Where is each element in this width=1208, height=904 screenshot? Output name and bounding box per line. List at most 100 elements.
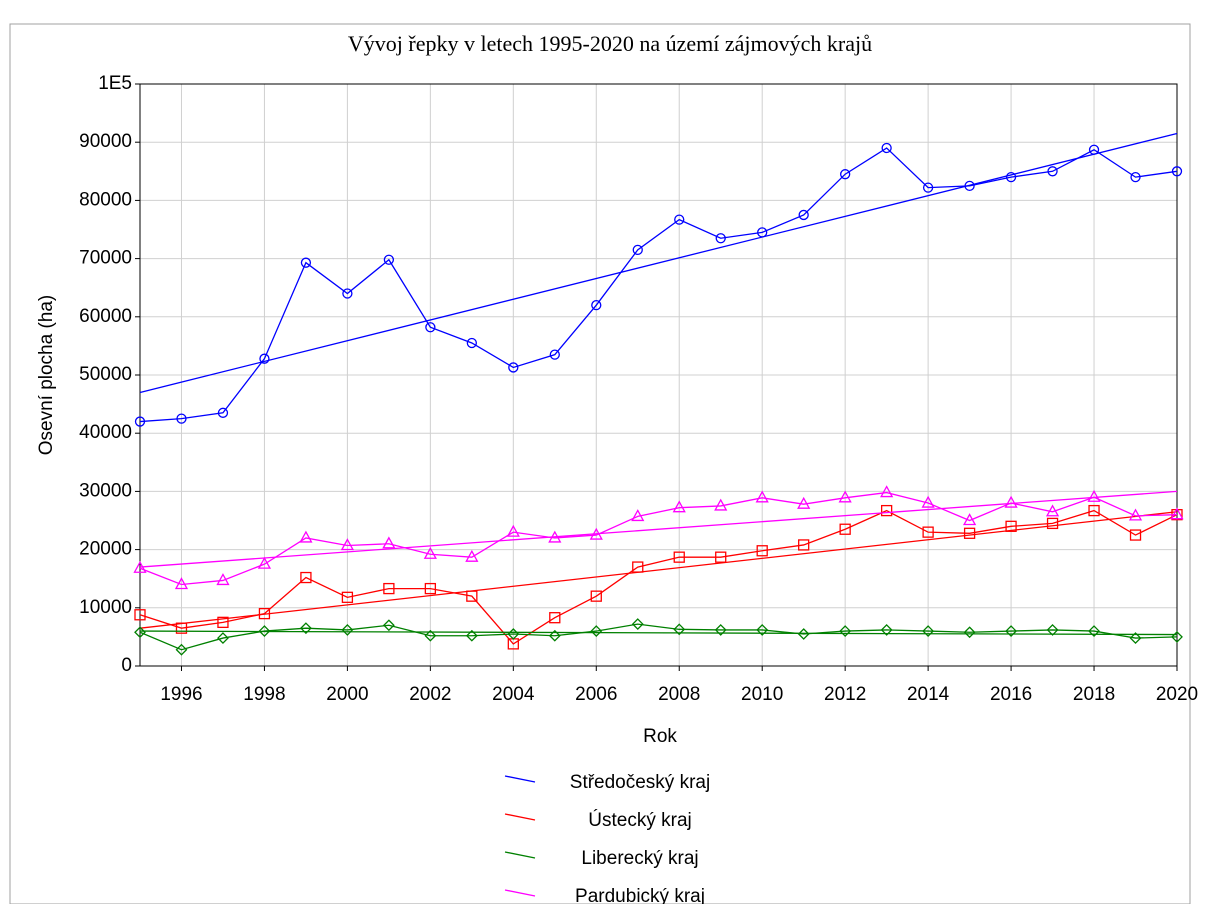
x-tick-label: 2016 — [990, 684, 1032, 705]
point — [881, 142, 892, 154]
point — [1088, 625, 1100, 637]
point — [1087, 489, 1101, 502]
point — [673, 623, 686, 636]
point — [217, 632, 229, 644]
x-tick-label: 2012 — [824, 684, 866, 705]
x-axis-label: Rok — [643, 726, 677, 747]
x-tick-label: 1998 — [243, 684, 285, 705]
legend-label: Pardubický kraj — [575, 886, 705, 904]
chart-title: Vývoj řepky v letech 1995-2020 na území … — [348, 31, 872, 56]
point — [300, 571, 312, 584]
point — [217, 407, 229, 418]
point — [839, 625, 852, 637]
point — [631, 618, 644, 631]
point — [880, 504, 893, 517]
point — [921, 495, 935, 508]
point — [217, 616, 229, 628]
point — [216, 573, 230, 586]
point — [1130, 171, 1141, 183]
point — [549, 349, 560, 360]
point — [840, 169, 851, 180]
y-tick-label: 40000 — [79, 422, 132, 443]
series-line — [139, 623, 1178, 651]
point — [963, 513, 977, 526]
point — [424, 629, 437, 642]
point — [175, 643, 188, 656]
legend-swatch — [504, 813, 536, 821]
point — [300, 257, 312, 268]
point — [465, 629, 478, 642]
y-tick-label: 10000 — [79, 597, 132, 618]
trend-line — [139, 132, 1178, 394]
point — [1047, 166, 1058, 177]
x-tick-label: 2014 — [907, 684, 950, 705]
point — [175, 622, 188, 634]
point — [548, 530, 562, 543]
point — [1005, 625, 1017, 637]
point — [797, 628, 810, 640]
point — [674, 214, 685, 225]
point — [714, 623, 727, 636]
x-tick-label: 2004 — [492, 684, 535, 705]
point — [672, 500, 686, 513]
x-tick-label: 2006 — [575, 684, 617, 705]
x-tick-label: 2008 — [658, 684, 700, 705]
point — [507, 628, 520, 640]
legend-label: Liberecký kraj — [581, 848, 698, 869]
legend-label: Středočeský kraj — [570, 772, 710, 793]
point — [383, 254, 395, 265]
y-tick-label: 60000 — [79, 306, 132, 327]
point — [549, 612, 561, 624]
point — [506, 524, 520, 537]
point — [423, 546, 437, 559]
point — [839, 523, 851, 535]
series-line — [139, 509, 1178, 645]
point — [258, 625, 271, 637]
point — [798, 209, 809, 221]
point — [258, 607, 271, 620]
point — [590, 625, 603, 637]
x-tick-label: 2000 — [326, 684, 368, 705]
point — [1129, 632, 1142, 644]
y-tick-label: 20000 — [79, 539, 132, 560]
legend-swatch — [504, 775, 536, 783]
chart-frame — [9, 23, 1191, 904]
point — [466, 590, 478, 602]
point — [1004, 495, 1018, 508]
point — [755, 490, 769, 503]
point — [425, 322, 436, 333]
y-tick-label: 80000 — [79, 189, 132, 210]
point — [382, 619, 395, 632]
x-tick-label: 2018 — [1073, 684, 1115, 705]
trend-line — [139, 490, 1178, 568]
point — [174, 577, 189, 590]
point — [632, 561, 644, 573]
point — [714, 498, 728, 511]
trend-line — [139, 511, 1178, 629]
point — [466, 337, 477, 349]
series-line — [139, 147, 1178, 423]
point — [922, 625, 935, 637]
point — [134, 416, 146, 427]
point — [880, 623, 893, 636]
point — [1046, 623, 1059, 636]
point — [589, 527, 603, 540]
x-tick-label: 2020 — [1156, 684, 1198, 705]
point — [299, 530, 313, 543]
point — [880, 485, 894, 498]
x-tick-label: 2010 — [741, 684, 783, 705]
point — [134, 609, 146, 621]
y-axis-label: Osevní plocha (ha) — [36, 295, 57, 456]
point — [963, 626, 976, 639]
point — [1088, 144, 1100, 155]
x-tick-label: 1996 — [160, 684, 202, 705]
y-tick-label: 30000 — [79, 480, 132, 501]
x-tick-label: 2002 — [409, 684, 451, 705]
y-tick-label: 1E5 — [98, 73, 132, 94]
point — [1128, 508, 1143, 521]
point — [383, 582, 395, 595]
plot-frame — [139, 83, 1178, 667]
point — [424, 582, 437, 595]
point — [133, 560, 147, 573]
